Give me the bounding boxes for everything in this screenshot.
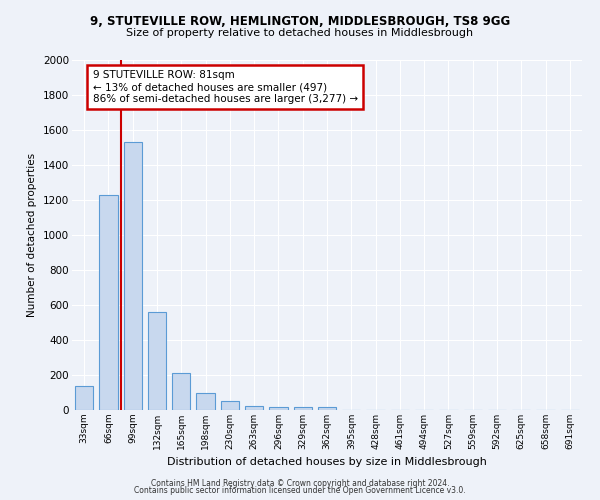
Text: Contains public sector information licensed under the Open Government Licence v3: Contains public sector information licen… <box>134 486 466 495</box>
Bar <box>245 406 263 410</box>
Bar <box>293 408 312 410</box>
Text: Contains HM Land Registry data © Crown copyright and database right 2024.: Contains HM Land Registry data © Crown c… <box>151 478 449 488</box>
Bar <box>172 373 190 410</box>
Bar <box>100 194 118 410</box>
Text: 9 STUTEVILLE ROW: 81sqm
← 13% of detached houses are smaller (497)
86% of semi-d: 9 STUTEVILLE ROW: 81sqm ← 13% of detache… <box>92 70 358 104</box>
Bar <box>221 401 239 410</box>
Text: Size of property relative to detached houses in Middlesbrough: Size of property relative to detached ho… <box>127 28 473 38</box>
X-axis label: Distribution of detached houses by size in Middlesbrough: Distribution of detached houses by size … <box>167 458 487 468</box>
Y-axis label: Number of detached properties: Number of detached properties <box>28 153 37 317</box>
Text: 9, STUTEVILLE ROW, HEMLINGTON, MIDDLESBROUGH, TS8 9GG: 9, STUTEVILLE ROW, HEMLINGTON, MIDDLESBR… <box>90 15 510 28</box>
Bar <box>124 142 142 410</box>
Bar <box>318 408 336 410</box>
Bar <box>148 312 166 410</box>
Bar <box>196 394 215 410</box>
Bar <box>269 407 287 410</box>
Bar <box>75 386 93 410</box>
